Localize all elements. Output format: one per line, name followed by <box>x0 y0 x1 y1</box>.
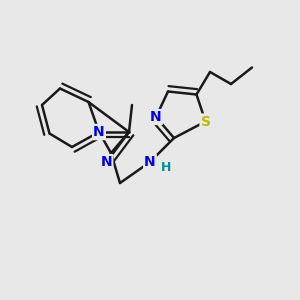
Text: H: H <box>161 161 172 174</box>
Text: N: N <box>93 125 105 139</box>
Text: N: N <box>150 110 162 124</box>
Text: N: N <box>101 155 112 169</box>
Text: N: N <box>93 125 105 139</box>
Text: N: N <box>144 155 156 169</box>
Text: S: S <box>200 115 211 128</box>
